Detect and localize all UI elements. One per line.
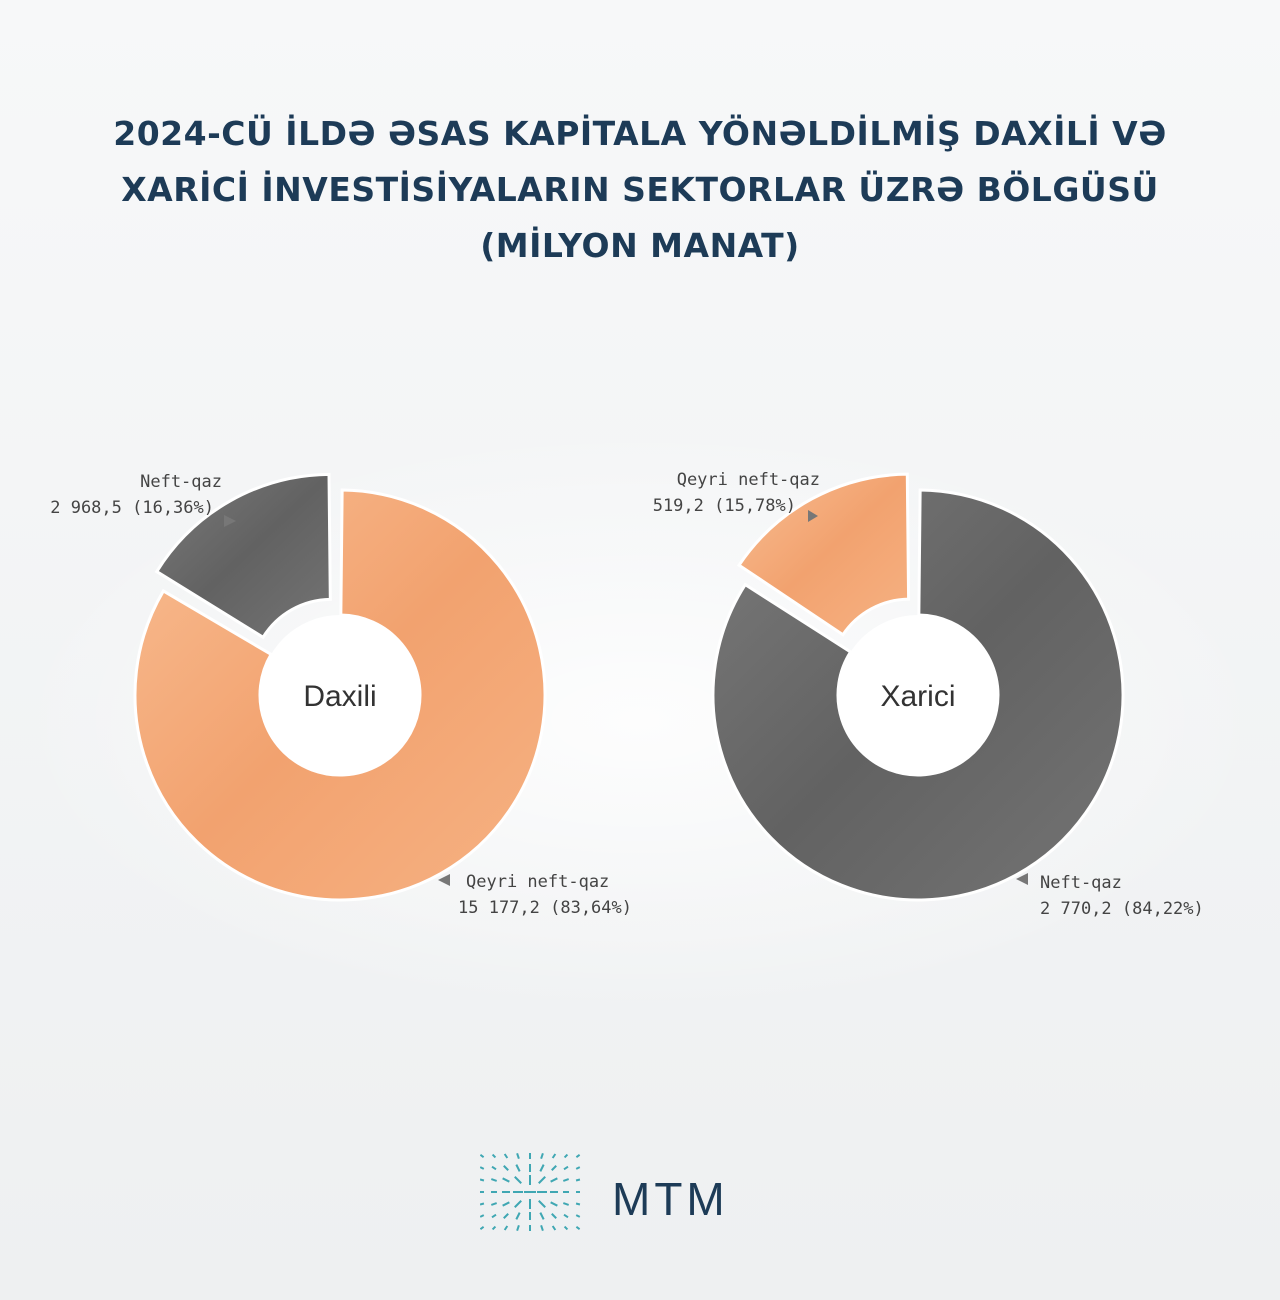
logo-mark-dash — [538, 1176, 546, 1184]
mtm-logo-text: MTM — [612, 1173, 729, 1225]
logo-mark-dash — [575, 1214, 581, 1218]
logo-mark-dash — [575, 1226, 581, 1230]
logo-mark-dash — [480, 1202, 485, 1206]
logo-mark-dash — [503, 1153, 509, 1159]
logo-mark-dash — [551, 1153, 557, 1159]
logo-mark-dash — [539, 1164, 545, 1172]
logo-mark-dash — [563, 1213, 569, 1219]
logo-mark-dash — [539, 1212, 545, 1220]
title-line-2: XARİCİ İNVESTİSİYALARIN SEKTORLAR ÜZRƏ B… — [121, 170, 1159, 209]
logo-mark-dash — [480, 1153, 485, 1158]
donut-xarici: Xarici Qeyri neft-qaz 519,2 (15,78%) Nef… — [653, 470, 1204, 919]
xarici-slice-name-2: Neft-qaz — [1040, 873, 1122, 893]
donut-daxili-center-label: Daxili — [303, 680, 376, 713]
chart-title: 2024-CÜ İLDƏ ƏSAS KAPİTALA YÖNƏLDİLMİŞ D… — [0, 106, 1280, 274]
logo-mark-dash — [550, 1177, 558, 1183]
logo-mark-dash — [491, 1165, 497, 1171]
logo-mark-dash — [575, 1178, 581, 1182]
logo-mark-dash — [490, 1202, 498, 1206]
logo-mark-dash — [551, 1225, 557, 1231]
logo-mark-dash — [551, 1213, 557, 1219]
daxili-label-pointer-1 — [224, 515, 236, 527]
donut-xarici-slice-qeyri-neft-qaz — [736, 472, 911, 637]
logo-mark-dash — [516, 1224, 520, 1232]
donut-daxili-slice-neft-qaz — [154, 472, 332, 640]
daxili-slice-value-2: 15 177,2 (83,64%) — [458, 898, 632, 918]
logo-mark-dash — [514, 1176, 522, 1184]
logo-mark-dash — [575, 1154, 581, 1158]
logo-mark-dash — [551, 1165, 557, 1171]
mtm-logo — [480, 1152, 581, 1232]
logo-mark-dash — [575, 1202, 581, 1206]
logo-mark-dash — [562, 1202, 570, 1206]
daxili-label-pointer-2 — [438, 874, 450, 886]
logo-mark-dash — [491, 1225, 497, 1231]
logo-mark-dash — [540, 1152, 544, 1160]
logo-mark-dash — [562, 1178, 570, 1182]
xarici-label-pointer-2 — [1016, 873, 1028, 885]
daxili-slice-name-1: Neft-qaz — [140, 472, 222, 492]
logo-mark-dash — [515, 1164, 521, 1172]
title-line-1: 2024-CÜ İLDƏ ƏSAS KAPİTALA YÖNƏLDİLMİŞ D… — [113, 114, 1167, 153]
logo-mark-dash — [502, 1201, 510, 1207]
logo-mark-dash — [503, 1213, 509, 1219]
xarici-slice-name-1: Qeyri neft-qaz — [677, 470, 820, 490]
logo-mark-dash — [516, 1152, 520, 1160]
logo-mark-dash — [563, 1153, 569, 1159]
logo-mark-dash — [575, 1166, 581, 1170]
title-line-3: (MİLYON MANAT) — [480, 226, 800, 265]
logo-mark-dash — [503, 1225, 509, 1231]
logo-mark-dash — [515, 1212, 521, 1220]
logo-mark-dash — [480, 1166, 485, 1170]
logo-mark-dash — [502, 1177, 510, 1183]
logo-mark-dash — [491, 1213, 497, 1219]
xarici-slice-value-2: 2 770,2 (84,22%) — [1040, 899, 1204, 919]
logo-mark-dash — [514, 1200, 522, 1208]
donut-daxili-hole — [260, 615, 420, 775]
logo-mark-dash — [480, 1226, 485, 1230]
logo-mark-dash — [540, 1224, 544, 1232]
daxili-slice-name-2: Qeyri neft-qaz — [466, 872, 609, 892]
logo-mark-dash — [491, 1153, 497, 1159]
donut-xarici-center-label: Xarici — [880, 680, 955, 713]
logo-mark-dash — [563, 1225, 569, 1231]
donut-daxili: Daxili Neft-qaz 2 968,5 (16,36%) Qeyri n… — [50, 472, 632, 918]
logo-mark-dash — [480, 1178, 485, 1182]
logo-mark-dash — [563, 1165, 569, 1171]
xarici-label-pointer-1 — [808, 510, 818, 522]
logo-mark-dash — [503, 1165, 509, 1171]
logo-mark-dash — [490, 1178, 498, 1182]
logo-mark-dash — [538, 1200, 546, 1208]
logo-mark-dash — [550, 1201, 558, 1207]
daxili-slice-value-1: 2 968,5 (16,36%) — [50, 498, 214, 518]
donut-xarici-hole — [838, 615, 998, 775]
logo-mark-dash — [480, 1214, 485, 1218]
mtm-logo-mark — [480, 1152, 581, 1232]
xarici-slice-value-1: 519,2 (15,78%) — [653, 496, 796, 516]
